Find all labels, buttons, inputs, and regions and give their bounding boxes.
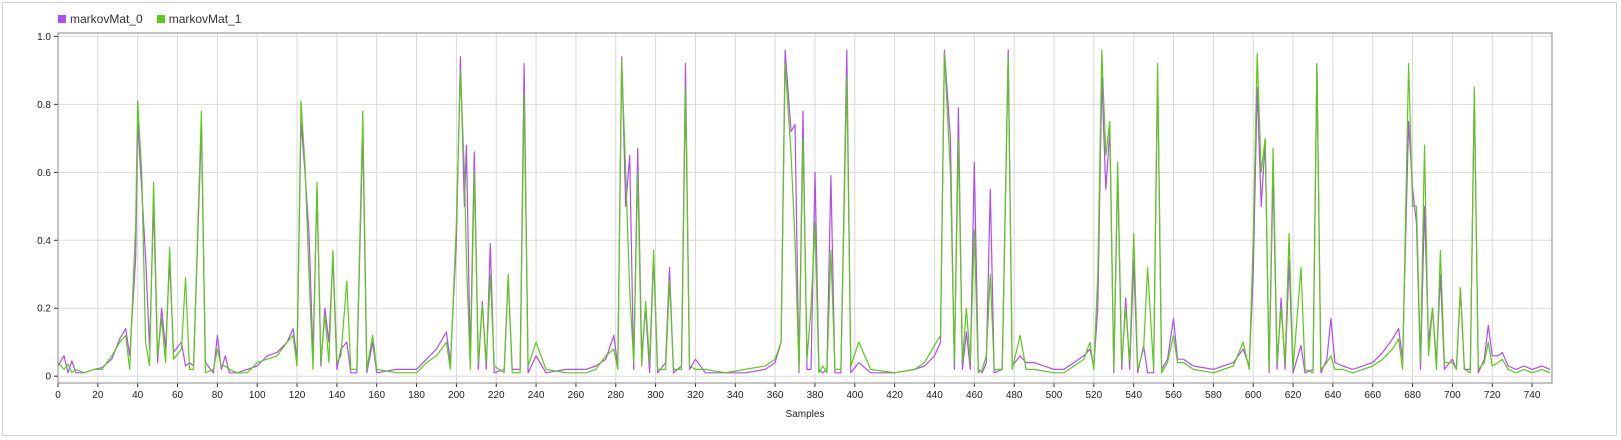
x-tick-label: 540 xyxy=(1125,390,1142,401)
x-tick-label: 700 xyxy=(1444,390,1461,401)
x-tick-label: 0 xyxy=(55,390,61,401)
x-tick-label: 660 xyxy=(1364,390,1381,401)
legend-label-series-1: markovMat_1 xyxy=(168,12,242,26)
x-tick-label: 120 xyxy=(289,390,306,401)
legend-label-series-0: markovMat_0 xyxy=(70,12,143,26)
x-tick-label: 20 xyxy=(92,390,104,401)
legend-swatch-series-0 xyxy=(58,15,66,23)
x-tick-label: 460 xyxy=(966,390,983,401)
x-tick-label: 220 xyxy=(488,390,505,401)
x-tick-label: 580 xyxy=(1205,390,1222,401)
x-tick-label: 60 xyxy=(172,390,184,401)
x-tick-label: 160 xyxy=(368,390,385,401)
x-tick-label: 500 xyxy=(1046,390,1063,401)
series-layer xyxy=(57,49,1551,374)
x-tick-label: 440 xyxy=(926,390,943,401)
x-tick-label: 140 xyxy=(329,390,346,401)
x-tick-label: 260 xyxy=(568,390,585,401)
x-tick-label: 80 xyxy=(212,390,224,401)
x-tick-label: 240 xyxy=(528,390,545,401)
x-tick-label: 300 xyxy=(647,390,664,401)
x-tick-label: 720 xyxy=(1484,390,1501,401)
x-tick-label: 380 xyxy=(807,390,824,401)
legend-item-series-0[interactable]: markovMat_0 xyxy=(58,12,143,26)
y-tick-label: 1.0 xyxy=(37,32,51,43)
y-tick-label: 0.4 xyxy=(37,236,51,247)
legend-item-series-1[interactable]: markovMat_1 xyxy=(156,12,242,26)
x-tick-label: 420 xyxy=(886,390,903,401)
x-tick-label: 680 xyxy=(1404,390,1421,401)
x-tick-label: 180 xyxy=(408,390,425,401)
series-line-1[interactable] xyxy=(57,49,1551,374)
x-tick-label: 400 xyxy=(846,390,863,401)
x-tick-label: 280 xyxy=(607,390,624,401)
x-tick-label: 100 xyxy=(249,390,266,401)
x-tick-label: 480 xyxy=(1006,390,1023,401)
x-tick-label: 560 xyxy=(1165,390,1182,401)
axes: 0 20 40 60 80 100 120 140 160 180 200 220 240 260 280 3… xyxy=(37,32,1553,401)
x-tick-label: 340 xyxy=(727,390,744,401)
x-tick-label: 360 xyxy=(767,390,784,401)
x-tick-label: 600 xyxy=(1245,390,1262,401)
x-tick-label: 520 xyxy=(1085,390,1102,401)
plot-border xyxy=(57,32,1553,384)
x-tick-label: 740 xyxy=(1524,390,1541,401)
x-tick-label: 620 xyxy=(1285,390,1302,401)
x-tick-label: 200 xyxy=(448,390,465,401)
x-tick-label: 320 xyxy=(687,390,704,401)
x-tick-label: 40 xyxy=(132,390,144,401)
y-tick-label: 0 xyxy=(45,372,51,383)
x-tick-label: 640 xyxy=(1325,390,1342,401)
y-tick-label: 0.6 xyxy=(37,168,51,179)
y-tick-label: 0.2 xyxy=(37,304,51,315)
x-axis-title: Samples xyxy=(786,409,825,420)
legend-swatch-series-1 xyxy=(156,15,165,23)
y-tick-label: 0.8 xyxy=(37,100,51,111)
legend: markovMat_0 markovMat_1 xyxy=(58,12,241,26)
